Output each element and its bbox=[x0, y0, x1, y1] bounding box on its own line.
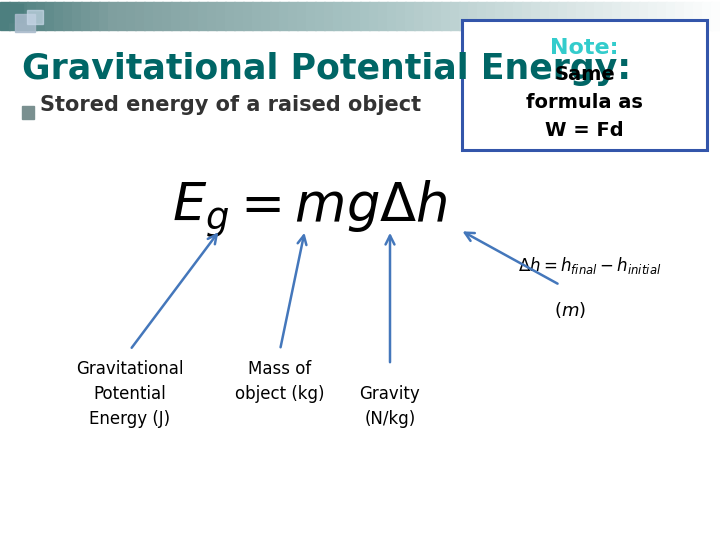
Bar bbox=[3, 4, 23, 22]
Bar bbox=[117, 2, 127, 30]
Bar bbox=[585, 2, 595, 30]
Bar bbox=[207, 2, 217, 30]
Bar bbox=[315, 2, 325, 30]
Bar bbox=[486, 2, 496, 30]
Bar bbox=[18, 2, 28, 30]
Text: Note:: Note: bbox=[550, 38, 618, 58]
Bar bbox=[414, 2, 424, 30]
Bar bbox=[189, 2, 199, 30]
Bar bbox=[351, 2, 361, 30]
Bar bbox=[144, 2, 154, 30]
Bar bbox=[99, 2, 109, 30]
Bar bbox=[252, 2, 262, 30]
Bar bbox=[360, 2, 370, 30]
Bar bbox=[522, 2, 532, 30]
Text: $E_g = mg\Delta h$: $E_g = mg\Delta h$ bbox=[172, 179, 448, 241]
Bar bbox=[36, 2, 46, 30]
Bar bbox=[72, 2, 82, 30]
Bar bbox=[0, 2, 10, 30]
Bar bbox=[126, 2, 136, 30]
Bar bbox=[333, 2, 343, 30]
Bar bbox=[135, 2, 145, 30]
Bar bbox=[621, 2, 631, 30]
Bar bbox=[297, 2, 307, 30]
Bar bbox=[513, 2, 523, 30]
Bar bbox=[27, 2, 37, 30]
Bar bbox=[22, 106, 34, 119]
Bar bbox=[432, 2, 442, 30]
Bar bbox=[630, 2, 640, 30]
Bar bbox=[9, 2, 19, 30]
Bar bbox=[462, 20, 707, 150]
Bar bbox=[279, 2, 289, 30]
Bar bbox=[648, 2, 658, 30]
Bar bbox=[180, 2, 190, 30]
Bar bbox=[270, 2, 280, 30]
Bar bbox=[594, 2, 604, 30]
Bar bbox=[306, 2, 316, 30]
Bar bbox=[423, 2, 433, 30]
Bar bbox=[549, 2, 559, 30]
Bar bbox=[15, 14, 35, 32]
Bar bbox=[531, 2, 541, 30]
Bar bbox=[342, 2, 352, 30]
Text: Gravitational
Potential
Energy (J): Gravitational Potential Energy (J) bbox=[76, 360, 184, 428]
Bar bbox=[90, 2, 100, 30]
Bar bbox=[639, 2, 649, 30]
Bar bbox=[369, 2, 379, 30]
Bar bbox=[153, 2, 163, 30]
Bar bbox=[684, 2, 694, 30]
Bar bbox=[603, 2, 613, 30]
Bar bbox=[576, 2, 586, 30]
Text: $\Delta h = h_{final} - h_{initial}$: $\Delta h = h_{final} - h_{initial}$ bbox=[518, 254, 662, 275]
Bar bbox=[45, 2, 55, 30]
Bar bbox=[27, 10, 43, 24]
Bar bbox=[441, 2, 451, 30]
Bar bbox=[225, 2, 235, 30]
Bar bbox=[324, 2, 334, 30]
Bar bbox=[288, 2, 298, 30]
Bar bbox=[477, 2, 487, 30]
Bar bbox=[81, 2, 91, 30]
Text: Gravity
(N/kg): Gravity (N/kg) bbox=[359, 385, 420, 428]
Bar bbox=[693, 2, 703, 30]
Bar bbox=[396, 2, 406, 30]
Bar bbox=[108, 2, 118, 30]
Bar bbox=[171, 2, 181, 30]
Bar bbox=[378, 2, 388, 30]
Bar bbox=[540, 2, 550, 30]
Bar bbox=[702, 2, 712, 30]
Bar bbox=[468, 2, 478, 30]
Bar bbox=[675, 2, 685, 30]
Bar bbox=[198, 2, 208, 30]
Bar bbox=[54, 2, 64, 30]
Bar bbox=[387, 2, 397, 30]
Bar bbox=[567, 2, 577, 30]
Bar bbox=[612, 2, 622, 30]
Bar bbox=[459, 2, 469, 30]
Bar bbox=[63, 2, 73, 30]
Bar bbox=[216, 2, 226, 30]
Bar bbox=[558, 2, 568, 30]
Bar bbox=[243, 2, 253, 30]
Bar bbox=[666, 2, 676, 30]
Bar bbox=[657, 2, 667, 30]
Bar bbox=[405, 2, 415, 30]
Bar bbox=[450, 2, 460, 30]
Text: $(m)$: $(m)$ bbox=[554, 300, 586, 320]
Bar bbox=[504, 2, 514, 30]
Text: Gravitational Potential Energy:: Gravitational Potential Energy: bbox=[22, 52, 631, 86]
Text: Stored energy of a raised object: Stored energy of a raised object bbox=[40, 95, 421, 115]
Bar bbox=[261, 2, 271, 30]
Bar bbox=[162, 2, 172, 30]
Bar bbox=[234, 2, 244, 30]
Bar bbox=[495, 2, 505, 30]
Bar bbox=[711, 2, 720, 30]
Text: Mass of
object (kg): Mass of object (kg) bbox=[235, 360, 325, 403]
Text: Same
formula as
W = Fd: Same formula as W = Fd bbox=[526, 65, 643, 140]
